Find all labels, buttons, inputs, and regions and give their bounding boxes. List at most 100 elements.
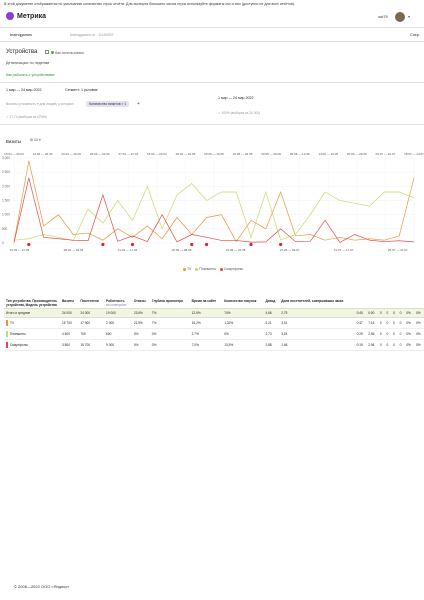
table-row[interactable]: Смартфоны 3 800 15 700 9 000 0% 0% 7,0% 13,9% 2,… bbox=[4, 339, 424, 351]
y-tick-label: 2 500 bbox=[2, 170, 10, 174]
col-share[interactable]: Доля посетителей, совершивших заказ bbox=[281, 299, 344, 303]
how-to-use-link[interactable]: Как использовать bbox=[55, 50, 85, 55]
metrika-logo-icon[interactable] bbox=[6, 12, 14, 20]
legend-tv[interactable]: TV bbox=[187, 267, 192, 271]
table-cell: 17 900 bbox=[78, 317, 105, 329]
table-cell: 2,75 bbox=[279, 308, 355, 318]
col-visits[interactable]: Визиты bbox=[62, 299, 75, 303]
x-tick-label: 15.03 — 27.03 bbox=[10, 248, 30, 252]
table-cell: 7% bbox=[149, 308, 190, 318]
x-tick-label: 20.03 — 26.03 bbox=[61, 152, 81, 156]
col-depth[interactable]: Глубина просмотра bbox=[151, 299, 183, 303]
col-robots[interactable]: Роботность на конверсию bbox=[104, 298, 132, 309]
chart-series bbox=[13, 160, 415, 247]
row-label: Смартфоны bbox=[4, 339, 60, 351]
x-tick-label: 14.03 — 20.03 bbox=[33, 152, 53, 156]
table-cell: 21,9% bbox=[131, 317, 150, 329]
filter-text[interactable]: Визиты (стоимость ▾ для людей, у которых bbox=[6, 102, 74, 106]
table-cell: 2:06 bbox=[366, 339, 378, 351]
table-cell: 0 bbox=[384, 308, 392, 318]
totals-row[interactable]: Итого и средние 24 000 24 000 19 000 23,6% 7%… bbox=[4, 308, 424, 318]
filter-tag[interactable]: Количество визитов > 1 bbox=[86, 101, 130, 107]
table-cell: 24 000 bbox=[78, 308, 105, 318]
table-cell: 0 bbox=[391, 317, 398, 329]
table-cell: 0 bbox=[397, 308, 405, 318]
x-tick-label: 09.05 — 15.05 bbox=[204, 152, 224, 156]
row-color-swatch bbox=[6, 342, 8, 348]
table-cell: 0% bbox=[404, 308, 415, 318]
table-cell: 2,73 bbox=[263, 328, 280, 340]
table-cell: 19 000 bbox=[104, 308, 132, 318]
legend-swatch-tablets bbox=[195, 267, 199, 271]
table-cell: 2 000 bbox=[104, 317, 132, 329]
save-button[interactable]: Сохр. bbox=[410, 33, 420, 37]
app-header bbox=[0, 9, 424, 25]
table-cell: 0:29 bbox=[354, 328, 367, 340]
add-filter-icon[interactable]: + bbox=[137, 101, 140, 107]
table-cell: 7,0% bbox=[189, 339, 223, 351]
table-cell: 1,32% bbox=[222, 317, 264, 329]
legend-phones[interactable]: Смартфоны bbox=[223, 267, 243, 271]
username[interactable]: ost79 bbox=[378, 14, 388, 19]
x-tick-label: 18.04 — 24.04 bbox=[147, 152, 167, 156]
event-marker bbox=[279, 242, 283, 247]
table-cell: 2,88 bbox=[263, 339, 280, 351]
table-cell: 3,01 bbox=[279, 317, 355, 329]
col-visitors[interactable]: Посетители bbox=[80, 299, 99, 303]
table-cell: 0% bbox=[414, 317, 424, 329]
event-marker bbox=[204, 242, 209, 247]
col-purchases[interactable]: Количество покупок bbox=[224, 299, 257, 303]
period-selector[interactable]: 1 мар — 24 мар 2022 bbox=[6, 88, 42, 92]
counter-selector[interactable]: brainqgames bbox=[10, 33, 32, 37]
y-tick-label: 1 000 bbox=[2, 213, 10, 217]
event-marker bbox=[190, 242, 194, 247]
table-cell: 0 bbox=[384, 328, 392, 340]
chart-metric-label[interactable]: Визиты bbox=[6, 139, 22, 144]
table-row[interactable]: TV 15 700 17 900 2 000 21,9% 7% 16,2% 1,32% 4,21… bbox=[4, 317, 424, 329]
goal-link[interactable]: Как работать с устройствами bbox=[6, 73, 55, 77]
table-cell: 0 bbox=[397, 317, 405, 329]
row-label: TV bbox=[4, 317, 60, 329]
table-cell: 23,6% bbox=[131, 308, 150, 318]
header-divider bbox=[0, 27, 424, 28]
data-table: Тип устройства, Производитель устройства… bbox=[4, 298, 424, 351]
table-row[interactable]: Планшеты 4 600 700 600 0% 0% 2,7% 0% 2,73 3,24 0:2… bbox=[4, 328, 424, 340]
legend-tablets[interactable]: Планшеты bbox=[199, 267, 216, 271]
compare-period[interactable]: 1 мар — 24 мар 2022 bbox=[218, 96, 254, 100]
y-axis-labels: 3 000 2 500 2 000 1 500 1 000 500 0 bbox=[2, 156, 10, 245]
x-tick-label: 11.07 — 17.07 bbox=[334, 248, 354, 252]
footer-copyright: © 2008—2022 ООО «Яндекс» bbox=[14, 584, 70, 589]
table-cell: 1,66 bbox=[279, 339, 355, 351]
col-revenue[interactable]: Доход bbox=[265, 299, 276, 303]
page-title: Устройства bbox=[6, 49, 38, 55]
table-cell: 0:19 bbox=[354, 339, 367, 351]
bookmark-icon[interactable] bbox=[45, 50, 49, 54]
col-bounces[interactable]: Отказы bbox=[133, 299, 146, 303]
x-tick-label: 02.05 — 08.05 bbox=[172, 248, 192, 252]
col-time[interactable]: Время на сайте bbox=[191, 299, 217, 303]
table-cell: 4 600 bbox=[60, 328, 79, 340]
col-device[interactable]: Тип устройства, Производитель устройства… bbox=[6, 299, 58, 307]
table-cell: 15 700 bbox=[78, 339, 105, 351]
segment-selector[interactable]: Сегмент: 1 условие bbox=[65, 88, 98, 92]
table-cell: 0% bbox=[404, 317, 415, 329]
x-tick-label: 06.06 — 12.06 bbox=[290, 152, 310, 156]
visits-chart[interactable]: 3 000 2 500 2 000 1 500 1 000 500 0 15.03 — 20… bbox=[0, 148, 424, 278]
chevron-down-icon[interactable]: ▾ bbox=[408, 14, 411, 19]
table-cell: 9 000 bbox=[104, 339, 132, 351]
legend-swatch-phones bbox=[219, 267, 223, 271]
table-cell: 0 bbox=[391, 308, 398, 318]
row-color-swatch bbox=[6, 320, 8, 326]
table-cell: 0% bbox=[222, 328, 264, 340]
chart-group-select[interactable]: ⊞ 10 ▾ bbox=[30, 138, 41, 142]
table-cell: 13,9% bbox=[222, 339, 264, 351]
avatar[interactable] bbox=[395, 12, 405, 22]
table-cell: 0% bbox=[131, 328, 150, 340]
sample-info-compare: ✓ 100% (выборка из 24 000) bbox=[218, 111, 261, 115]
y-tick-label: 3 000 bbox=[2, 156, 10, 160]
app-name[interactable]: Метрика bbox=[17, 12, 47, 20]
table-cell: 0 bbox=[397, 339, 405, 351]
detail-setting[interactable]: Детализация: по неделям bbox=[6, 61, 50, 65]
row-label: Планшеты bbox=[4, 328, 60, 340]
x-axis-bottom-labels: 15.03 — 27.03 28.03 — 03.04 11.04 — 17.04 0… bbox=[10, 248, 408, 252]
